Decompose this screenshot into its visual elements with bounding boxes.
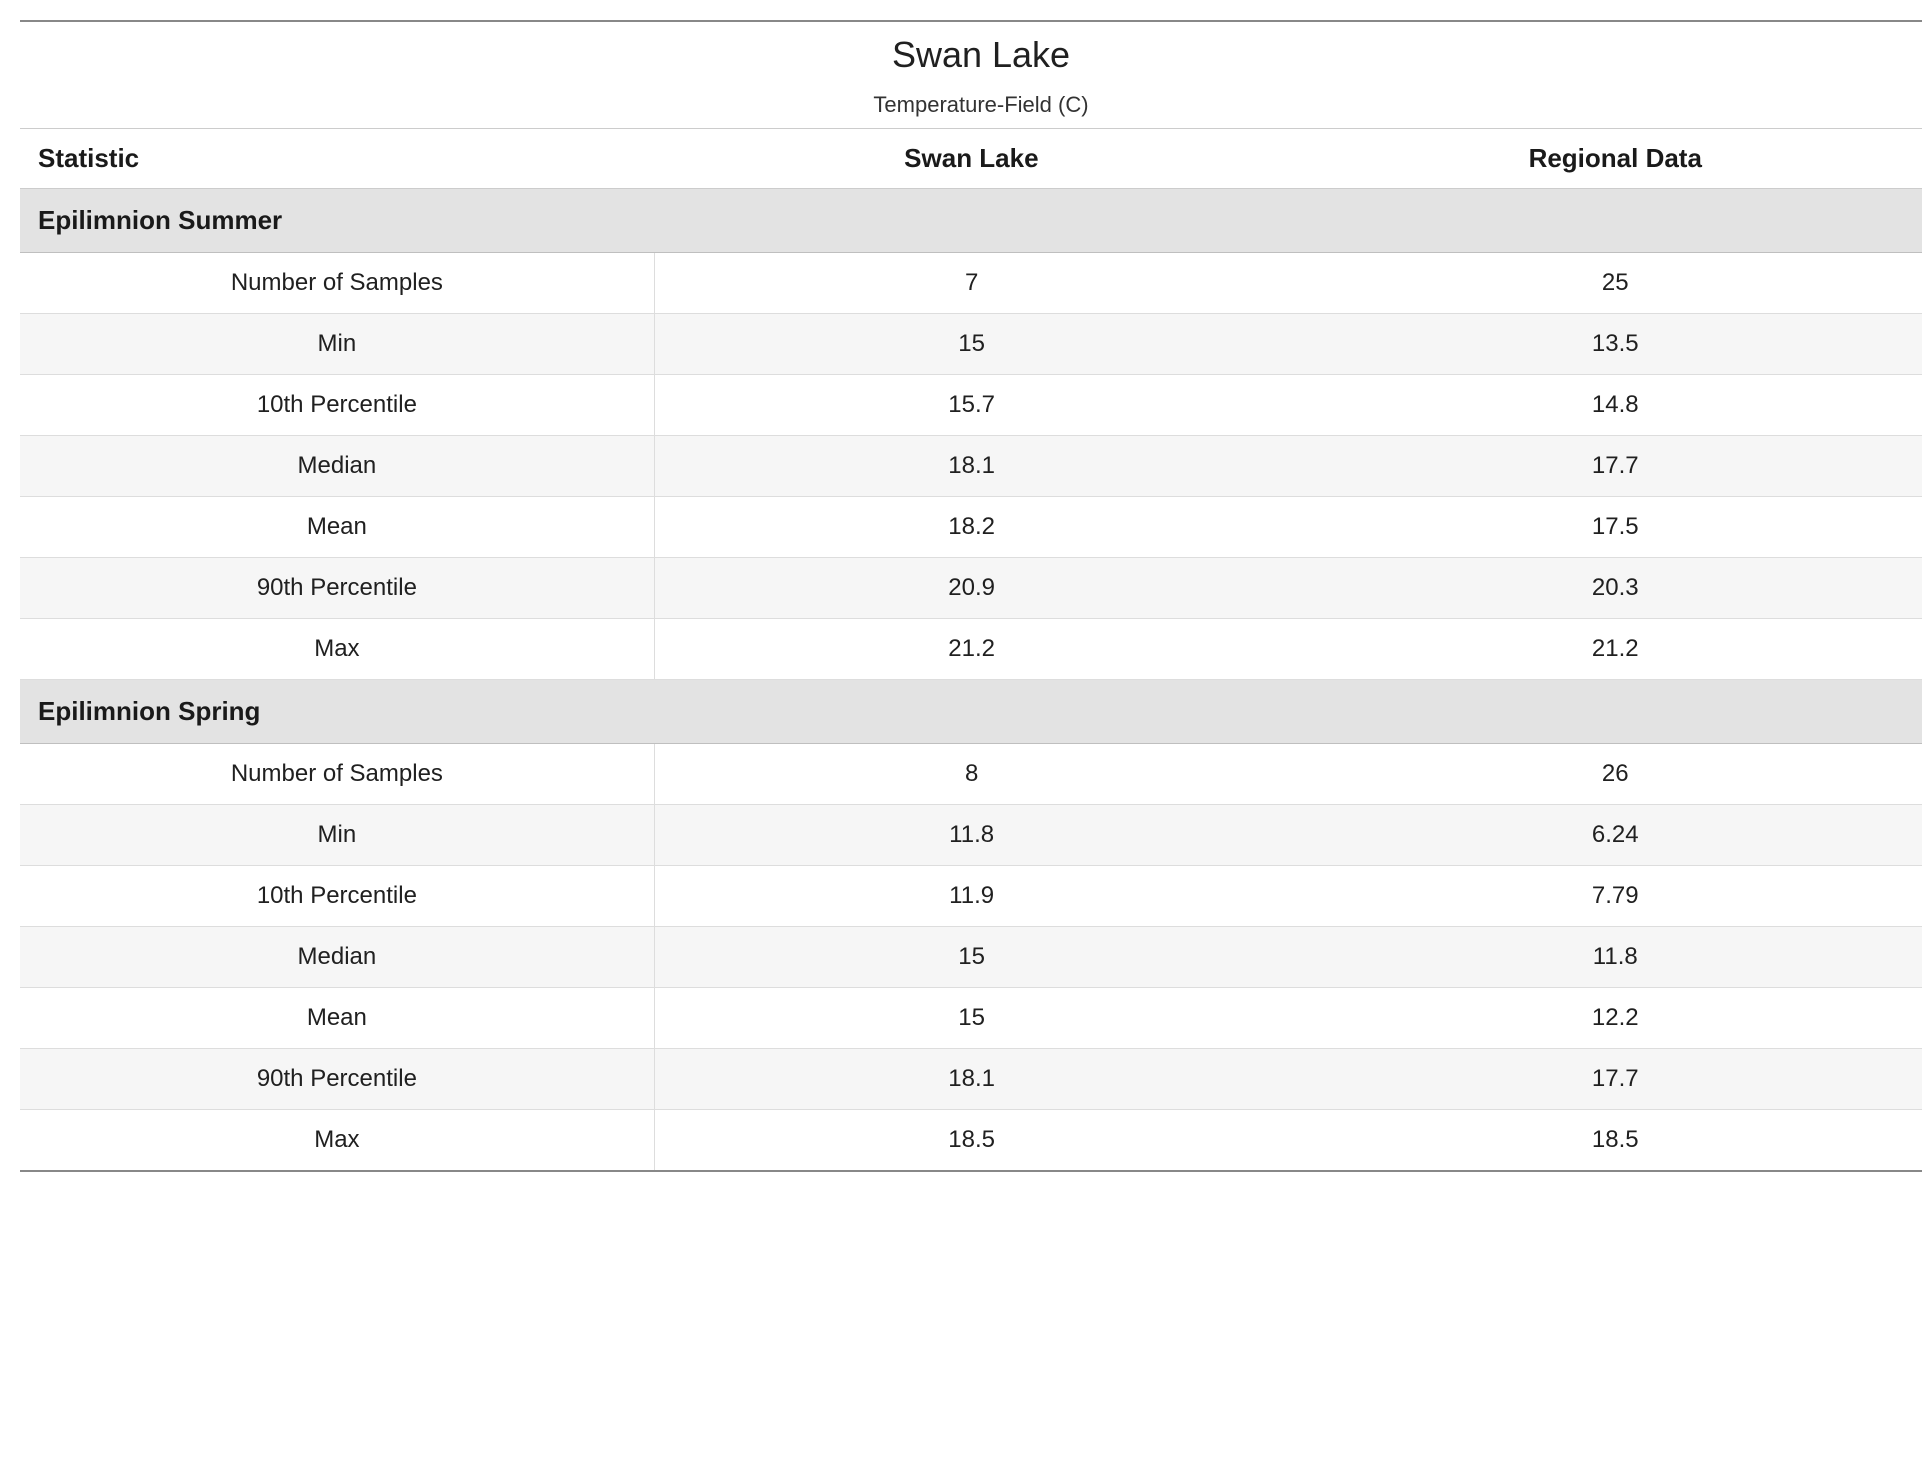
stat-label: 90th Percentile bbox=[20, 558, 654, 619]
regional-value: 25 bbox=[1289, 253, 1922, 314]
stat-label: 10th Percentile bbox=[20, 866, 654, 927]
lake-value: 7 bbox=[654, 253, 1288, 314]
lake-value: 15 bbox=[654, 314, 1288, 375]
subtitle-row: Temperature-Field (C) bbox=[20, 80, 1922, 129]
lake-value: 15.7 bbox=[654, 375, 1288, 436]
stat-label: 10th Percentile bbox=[20, 375, 654, 436]
stats-table-body: Swan Lake Temperature-Field (C) Statisti… bbox=[20, 22, 1922, 1171]
lake-value: 18.2 bbox=[654, 497, 1288, 558]
lake-value: 15 bbox=[654, 988, 1288, 1049]
lake-value: 21.2 bbox=[654, 619, 1288, 680]
table-title: Swan Lake bbox=[20, 34, 1922, 76]
regional-value: 11.8 bbox=[1289, 927, 1922, 988]
regional-value: 17.7 bbox=[1289, 1049, 1922, 1110]
table-row: 10th Percentile11.97.79 bbox=[20, 866, 1922, 927]
column-header-row: Statistic Swan Lake Regional Data bbox=[20, 129, 1922, 189]
section-header-row: Epilimnion Summer bbox=[20, 189, 1922, 253]
lake-value: 11.9 bbox=[654, 866, 1288, 927]
lake-value: 8 bbox=[654, 744, 1288, 805]
stat-label: 90th Percentile bbox=[20, 1049, 654, 1110]
lake-value: 18.1 bbox=[654, 1049, 1288, 1110]
column-header-lake: Swan Lake bbox=[654, 129, 1288, 189]
column-header-regional: Regional Data bbox=[1289, 129, 1922, 189]
lake-value: 18.5 bbox=[654, 1110, 1288, 1172]
stat-label: Max bbox=[20, 1110, 654, 1172]
section-header-label: Epilimnion Summer bbox=[20, 189, 1922, 253]
section-header-row: Epilimnion Spring bbox=[20, 680, 1922, 744]
table-row: Mean1512.2 bbox=[20, 988, 1922, 1049]
table-row: Median1511.8 bbox=[20, 927, 1922, 988]
regional-value: 17.5 bbox=[1289, 497, 1922, 558]
lake-value: 18.1 bbox=[654, 436, 1288, 497]
table-row: Mean18.217.5 bbox=[20, 497, 1922, 558]
column-header-statistic: Statistic bbox=[20, 129, 654, 189]
stat-label: Number of Samples bbox=[20, 744, 654, 805]
stats-table: Swan Lake Temperature-Field (C) Statisti… bbox=[20, 22, 1922, 1172]
regional-value: 13.5 bbox=[1289, 314, 1922, 375]
table-row: Number of Samples725 bbox=[20, 253, 1922, 314]
regional-value: 7.79 bbox=[1289, 866, 1922, 927]
stat-label: Number of Samples bbox=[20, 253, 654, 314]
table-row: Median18.117.7 bbox=[20, 436, 1922, 497]
stat-label: Mean bbox=[20, 497, 654, 558]
regional-value: 21.2 bbox=[1289, 619, 1922, 680]
stats-table-container: Swan Lake Temperature-Field (C) Statisti… bbox=[20, 20, 1922, 1172]
lake-value: 11.8 bbox=[654, 805, 1288, 866]
table-row: 10th Percentile15.714.8 bbox=[20, 375, 1922, 436]
stat-label: Min bbox=[20, 314, 654, 375]
stat-label: Median bbox=[20, 436, 654, 497]
table-row: Max21.221.2 bbox=[20, 619, 1922, 680]
title-cell: Swan Lake bbox=[20, 22, 1922, 80]
stat-label: Mean bbox=[20, 988, 654, 1049]
table-row: Max18.518.5 bbox=[20, 1110, 1922, 1172]
stat-label: Max bbox=[20, 619, 654, 680]
table-row: 90th Percentile18.117.7 bbox=[20, 1049, 1922, 1110]
stat-label: Min bbox=[20, 805, 654, 866]
table-row: Min1513.5 bbox=[20, 314, 1922, 375]
stat-label: Median bbox=[20, 927, 654, 988]
lake-value: 20.9 bbox=[654, 558, 1288, 619]
section-header-label: Epilimnion Spring bbox=[20, 680, 1922, 744]
table-row: 90th Percentile20.920.3 bbox=[20, 558, 1922, 619]
title-row: Swan Lake bbox=[20, 22, 1922, 80]
regional-value: 18.5 bbox=[1289, 1110, 1922, 1172]
regional-value: 20.3 bbox=[1289, 558, 1922, 619]
regional-value: 6.24 bbox=[1289, 805, 1922, 866]
table-subtitle: Temperature-Field (C) bbox=[20, 80, 1922, 129]
lake-value: 15 bbox=[654, 927, 1288, 988]
regional-value: 12.2 bbox=[1289, 988, 1922, 1049]
regional-value: 14.8 bbox=[1289, 375, 1922, 436]
regional-value: 17.7 bbox=[1289, 436, 1922, 497]
regional-value: 26 bbox=[1289, 744, 1922, 805]
table-row: Min11.86.24 bbox=[20, 805, 1922, 866]
table-row: Number of Samples826 bbox=[20, 744, 1922, 805]
